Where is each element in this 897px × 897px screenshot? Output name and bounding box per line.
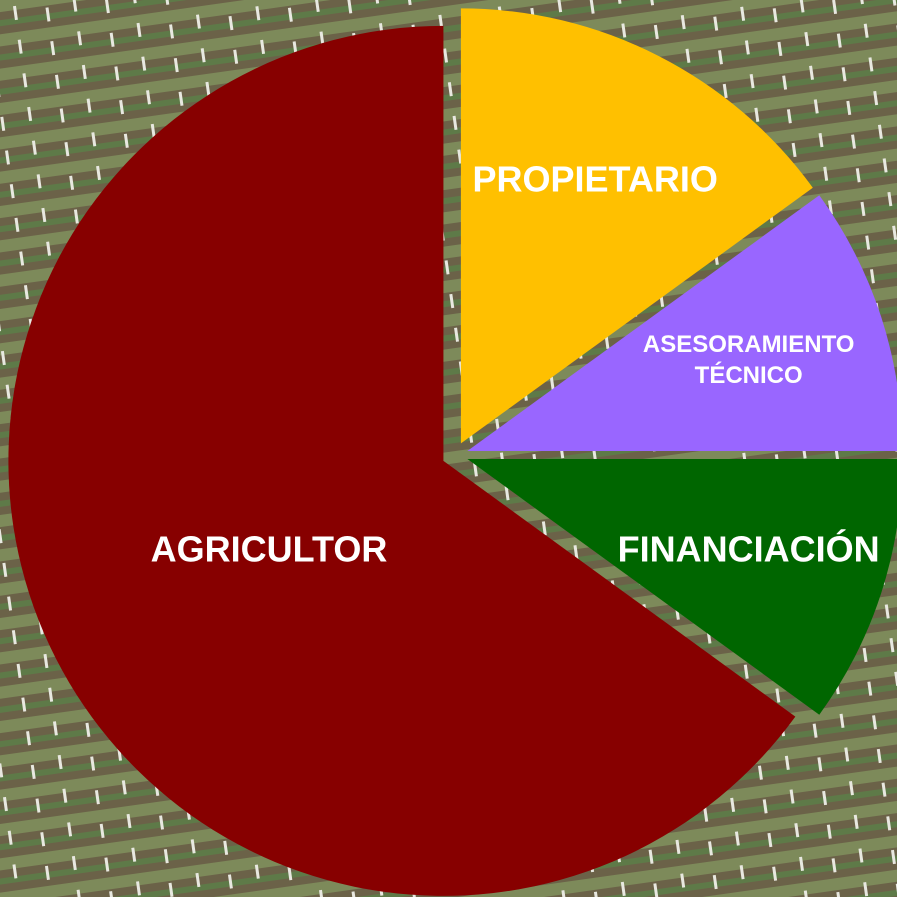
pie <box>8 8 897 896</box>
slice-label: AGRICULTOR <box>150 528 388 570</box>
pie-slice <box>467 195 897 451</box>
slice-label: ASESORAMIENTO TÉCNICO <box>642 330 855 389</box>
pie-slice <box>8 25 796 896</box>
slice-label: PROPIETARIO <box>472 158 718 200</box>
slice-label: FINANCIACIÓN <box>617 529 880 571</box>
pie-slice <box>460 8 813 444</box>
pie-slice <box>467 459 897 715</box>
